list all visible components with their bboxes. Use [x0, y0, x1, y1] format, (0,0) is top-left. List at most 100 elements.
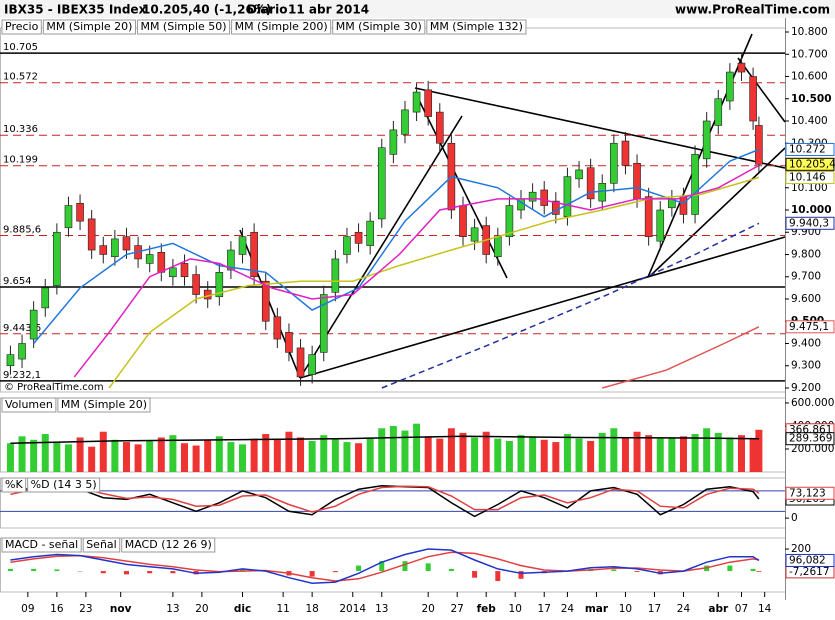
bar — [53, 442, 61, 472]
value-tag-label: 96,082 — [789, 554, 826, 566]
candle-body — [87, 218, 96, 251]
bar — [146, 440, 154, 472]
candle-body — [285, 332, 293, 353]
date: 11 abr 2014 — [288, 3, 369, 17]
y-tick-label: 9.600 — [791, 293, 821, 305]
candle-body — [99, 245, 108, 255]
bar — [355, 443, 363, 472]
bar — [6, 443, 14, 472]
site: www.ProRealTime.com — [675, 3, 830, 17]
y-tick-label: 9.200 — [791, 382, 821, 394]
x-tick-label: 20 — [421, 603, 434, 615]
legend-label: MACD (12 26 9) — [125, 538, 212, 551]
legend-box — [82, 537, 121, 553]
y-tick-label: 9.400 — [791, 337, 821, 349]
last-price: 10.205,40 (-1,26%) — [142, 3, 271, 17]
candle-body — [575, 169, 583, 180]
bar — [332, 571, 338, 573]
value-tag-label: 9.475,1 — [789, 321, 829, 333]
value-tag — [785, 157, 835, 171]
y-tick-label: 600.000 — [791, 397, 834, 409]
value-tag — [785, 320, 835, 334]
bar — [424, 436, 432, 472]
candle-body — [459, 205, 467, 237]
legend-box — [42, 19, 136, 35]
candle-body — [552, 200, 560, 215]
bar — [379, 561, 385, 572]
legend-label: Precio — [5, 20, 39, 33]
level-label: 9.654 — [3, 276, 32, 287]
bar — [250, 438, 258, 472]
y-tick-label: 10.700 — [791, 48, 828, 60]
candle-body — [714, 98, 723, 126]
bar — [656, 438, 664, 472]
value-tag — [785, 432, 835, 446]
value-tag — [785, 216, 835, 230]
legend-box — [426, 19, 527, 35]
level-label: 10.572 — [3, 72, 38, 83]
bar — [737, 435, 745, 472]
bar — [575, 438, 583, 472]
x-tick-label: 07 — [735, 603, 748, 615]
bar — [436, 438, 444, 472]
bar — [366, 437, 374, 472]
trend-line — [414, 87, 786, 169]
candle-body — [227, 249, 235, 271]
y-tick-label: 10.100 — [791, 182, 828, 194]
bar — [240, 568, 246, 572]
bar — [170, 571, 176, 574]
candle-body — [41, 287, 50, 309]
candle-body — [319, 294, 328, 353]
bar — [54, 569, 60, 572]
candle-body — [250, 231, 258, 278]
value-tag-label: -7,2617 — [789, 566, 830, 578]
x-tick-label: 14 — [758, 603, 772, 615]
candle-body — [470, 227, 479, 242]
bar — [111, 439, 119, 472]
legend-box — [121, 537, 216, 553]
bar — [122, 442, 130, 472]
candle-body — [424, 89, 432, 117]
bar — [181, 443, 189, 472]
candle-body — [755, 125, 763, 165]
y-tick-label: 200 — [791, 543, 811, 555]
legend-box — [1, 537, 82, 553]
level-label: 10.199 — [3, 155, 38, 166]
bar — [598, 432, 606, 472]
candle-body — [64, 205, 73, 229]
y-tick-label: 10.500 — [791, 93, 832, 105]
bar — [494, 438, 502, 472]
bar — [517, 435, 525, 472]
bar — [343, 442, 351, 472]
bar — [505, 440, 513, 472]
candle-body — [331, 258, 340, 293]
x-tick-label: 16 — [50, 603, 64, 615]
candle-body — [29, 309, 38, 340]
bar — [726, 437, 734, 472]
candle-body — [505, 205, 514, 237]
bar — [227, 442, 235, 472]
x-tick-label: 23 — [79, 603, 92, 615]
value-tag — [785, 553, 835, 567]
value-tag-label: 10.272 — [789, 143, 826, 155]
candle-body — [18, 343, 26, 360]
x-tick-label: 17 — [648, 603, 661, 615]
bar — [308, 440, 316, 472]
bar — [76, 437, 84, 472]
bar — [727, 565, 733, 572]
candle-body — [586, 167, 595, 200]
bar — [77, 571, 83, 572]
bar — [147, 571, 153, 574]
candle-body — [6, 354, 15, 367]
legend-label: MM (Simple 50) — [140, 20, 226, 33]
bar — [714, 432, 722, 472]
candle-body — [691, 154, 699, 215]
legend-box — [27, 477, 101, 493]
bar — [472, 571, 478, 578]
bar — [320, 435, 328, 472]
candle-body — [308, 354, 316, 375]
legend-label: MM (Simple 200) — [235, 20, 328, 33]
bar — [756, 571, 762, 572]
bar — [169, 435, 177, 472]
